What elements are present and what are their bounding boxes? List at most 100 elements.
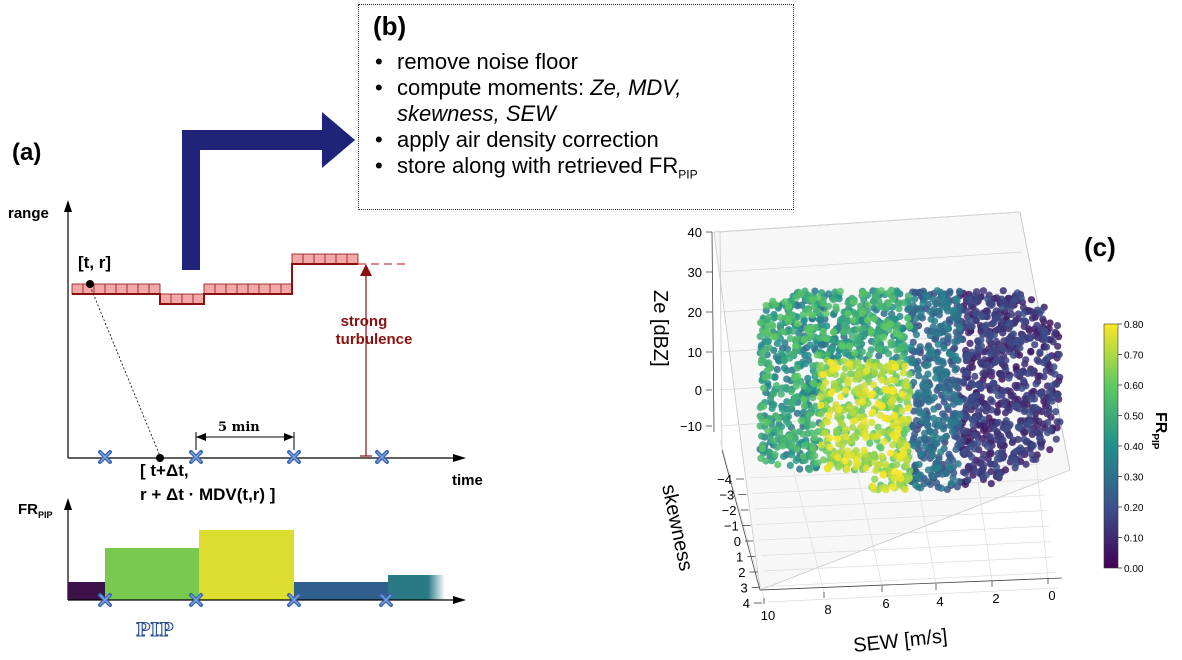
scatter-point (926, 307, 934, 315)
scatter-point (970, 460, 978, 468)
scatter-point (858, 348, 866, 356)
scatter-point (979, 461, 988, 469)
scatter-point (1033, 356, 1041, 364)
scatter-point (949, 419, 957, 427)
scatter-point (861, 417, 869, 425)
scatter-point (862, 433, 870, 441)
scatter-point (860, 446, 868, 454)
shifted-point (156, 454, 164, 462)
scatter-point (1008, 310, 1016, 318)
scatter-point (865, 351, 873, 359)
scatter-point (1027, 395, 1035, 403)
scatter-point (773, 365, 781, 373)
scatter-point (988, 300, 996, 308)
scatter-point (883, 386, 891, 394)
scatter-point (889, 483, 897, 491)
scatter-point (770, 333, 778, 341)
scatter-point (762, 302, 770, 310)
scatter-point (874, 423, 882, 431)
scatter-point (788, 451, 796, 459)
scatter-point (965, 295, 973, 304)
scatter-point (796, 465, 804, 473)
scatter-point (793, 409, 801, 417)
scatter-point (869, 390, 877, 398)
scatter-point (777, 321, 785, 329)
3d-axis-lines (711, 231, 1063, 591)
pip-label: PIP (136, 619, 173, 641)
scatter-point (823, 464, 831, 472)
scatter-point (1043, 343, 1051, 351)
scatter-point (901, 362, 909, 370)
scatter-point (829, 328, 838, 336)
turbulence-annotation: strong turbulence (336, 313, 413, 348)
scatter-point (954, 460, 962, 468)
scatter-point (914, 357, 922, 365)
scatter-point (992, 463, 1001, 471)
scatter-point (979, 405, 987, 413)
scatter-point (981, 348, 990, 356)
scatter-point (788, 312, 796, 320)
scatter-point (890, 475, 898, 483)
scatter-point (912, 331, 921, 339)
scatter-point (915, 460, 923, 468)
x-axis-label-sew: SEW [m/s] (852, 625, 948, 657)
scatter-point (1045, 407, 1053, 415)
scatter-point (1052, 435, 1060, 443)
scatter-point (953, 433, 961, 441)
scatter-point (1027, 296, 1035, 304)
cross-marker-icon (379, 593, 393, 607)
scatter-point (887, 338, 895, 346)
scatter-point (878, 452, 886, 460)
scatter-point (955, 478, 963, 486)
scatter-point (1001, 424, 1009, 432)
scatter-point (756, 332, 764, 340)
scatter-point (1050, 363, 1058, 371)
scatter-point (875, 301, 883, 309)
scatter-point (845, 342, 854, 350)
scatter-point (944, 325, 952, 333)
scatter-point (911, 430, 919, 438)
scatter-point (998, 304, 1006, 312)
scatter-point (979, 415, 987, 423)
scatter-point (799, 452, 807, 460)
scatter-point (797, 417, 805, 425)
scatter-point (840, 357, 848, 365)
scatter-point (930, 393, 939, 401)
scatter-point (1052, 408, 1060, 416)
scatter-point (889, 396, 897, 404)
scatter-point (994, 392, 1003, 400)
scatter-point (792, 382, 800, 390)
scatter-point (967, 316, 975, 325)
scatter-point (886, 449, 894, 457)
scatter-point (1037, 307, 1045, 315)
y-tick-label: 3 (741, 581, 748, 596)
step-compute-moments: compute moments: Ze, MDV, (371, 75, 698, 101)
scatter-point (1015, 424, 1023, 432)
scatter-point (808, 311, 817, 319)
scatter-point (827, 359, 835, 367)
scatter-point (956, 324, 964, 332)
scatter-point (787, 387, 795, 396)
scatter-point (1053, 391, 1061, 399)
scatter-point (869, 381, 878, 389)
scatter-point (909, 302, 917, 310)
scatter-point (1039, 359, 1047, 367)
scatter-point (968, 453, 976, 461)
scatter-point (806, 466, 814, 474)
scatter-point (904, 404, 913, 412)
scatter-point (777, 313, 785, 321)
scatter-point (1011, 456, 1019, 464)
scatter-point (826, 434, 834, 442)
colorbar-tick-label: 0.40 (1124, 442, 1144, 453)
scatter-point (821, 429, 829, 437)
scatter-point (771, 450, 779, 459)
scatter-point (973, 391, 981, 399)
scatter-point (933, 434, 941, 442)
scatter-point (1046, 446, 1054, 454)
scatter-point (971, 372, 979, 381)
scatter-point (799, 311, 807, 319)
scatter-point (822, 334, 831, 343)
scatter-point (939, 384, 947, 392)
scatter-point (906, 387, 914, 395)
